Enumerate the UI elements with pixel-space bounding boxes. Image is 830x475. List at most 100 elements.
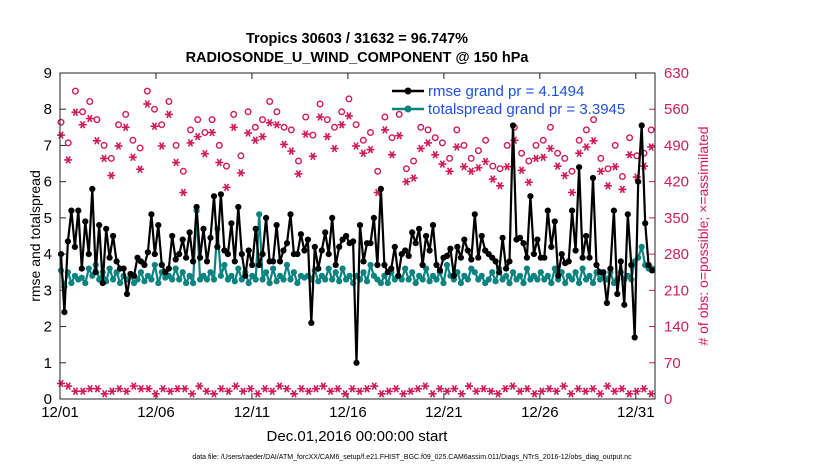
obs-assimilated-point [377, 389, 386, 398]
totalspread-point [325, 265, 332, 272]
obs-assimilated-stroke [604, 382, 611, 390]
obs-possible-point [237, 152, 245, 160]
totalspread-point [509, 269, 517, 276]
obs-possible-point [503, 141, 511, 149]
obs-assimilated-point [452, 143, 461, 151]
totalspread-point [332, 269, 339, 276]
obs-assimilated-point [222, 183, 231, 192]
rmse-point [523, 254, 531, 261]
y-right-tick-label: 490 [664, 137, 689, 154]
obs-assimilated-stroke [546, 384, 552, 393]
rmse-point [624, 211, 631, 218]
obs-assimilated-point [330, 144, 339, 153]
obs-assimilated-stroke [598, 167, 604, 176]
obs-assimilated-stroke [504, 162, 510, 171]
obs-assimilated-point [395, 131, 404, 140]
obs-possible-point [302, 113, 310, 121]
obs-assimilated-stroke [252, 136, 258, 145]
obs-assimilated-point [71, 108, 80, 117]
obs-possible-point [561, 154, 569, 162]
totalspread-point [176, 276, 183, 283]
obs-assimilated-point [316, 113, 325, 121]
obs-assimilated-stroke [109, 387, 115, 396]
obs-assimilated-point [193, 132, 202, 141]
obs-possible-point [611, 141, 619, 149]
totalspread-point [245, 280, 252, 287]
totalspread-point [360, 269, 367, 276]
y-right-tick-label: 420 [664, 174, 689, 191]
rmse-point [593, 261, 600, 269]
rmse-point [635, 178, 642, 185]
rmse-point [649, 267, 656, 274]
obs-assimilated-point [268, 387, 277, 396]
obs-assimilated-point [100, 389, 109, 398]
totalspread-point [548, 280, 555, 287]
obs-assimilated-stroke [204, 387, 210, 396]
chart-title-line2: RADIOSONDE_U_WIND_COMPONENT @ 150 hPa [186, 50, 530, 66]
obs-possible-point [114, 121, 122, 129]
totalspread-point [228, 272, 235, 279]
rmse-point [443, 252, 451, 259]
obs-assimilated-point [326, 387, 335, 396]
obs-assimilated-stroke [590, 384, 596, 393]
rmse-point [96, 222, 103, 229]
obs-assimilated-point [122, 387, 131, 396]
obs-assimilated-point [115, 384, 124, 393]
rmse-point [409, 229, 416, 236]
obs-possible-point [93, 116, 101, 124]
obs-assimilated-stroke [451, 384, 458, 393]
obs-assimilated-point [402, 177, 411, 186]
obs-assimilated-point [164, 110, 173, 119]
obs-assimilated-stroke [349, 384, 356, 393]
obs-assimilated-point [319, 382, 328, 390]
obs-assimilated-point [596, 167, 605, 176]
totalspread-point [179, 269, 186, 276]
totalspread-point [266, 280, 273, 287]
y-right-tick-label: 630 [664, 65, 689, 82]
obs-possible-point [546, 123, 554, 131]
obs-assimilated-point [236, 169, 245, 177]
rmse-point [57, 251, 65, 258]
obs-possible-point [367, 128, 375, 136]
obs-assimilated-point [604, 181, 612, 190]
obs-assimilated-stroke [79, 120, 86, 129]
obs-assimilated-stroke [454, 143, 460, 151]
obs-assimilated-stroke [80, 387, 86, 396]
obs-assimilated-stroke [102, 389, 108, 398]
totalspread-point [638, 243, 645, 250]
rmse-point [555, 272, 562, 279]
y-left-tick-label: 2 [44, 319, 52, 336]
obs-assimilated-stroke [209, 128, 215, 137]
obs-assimilated-point [416, 144, 425, 153]
obs-assimilated-point [474, 163, 483, 172]
obs-possible-point [518, 149, 526, 157]
obs-assimilated-point [85, 114, 94, 123]
obs-assimilated-stroke [145, 384, 152, 393]
totalspread-point [82, 280, 89, 287]
left-axis: 0 1 2 3 4 5 6 7 8 9 [44, 65, 66, 408]
obs-assimilated-stroke [583, 143, 590, 151]
totalspread-point [283, 261, 291, 269]
obs-assimilated-point [173, 384, 182, 393]
obs-possible-point [489, 162, 497, 170]
obs-assimilated-stroke [182, 384, 188, 393]
obs-assimilated-point [460, 162, 468, 171]
obs-assimilated-point [647, 389, 656, 398]
obs-assimilated-stroke [245, 129, 251, 137]
obs-assimilated-point [465, 382, 473, 390]
obs-assimilated-stroke [327, 387, 334, 396]
obs-possible-point [460, 141, 468, 149]
obs-assimilated-stroke [72, 387, 79, 396]
obs-assimilated-point [159, 384, 167, 393]
obs-assimilated-stroke [231, 123, 237, 132]
rmse-point [614, 290, 621, 298]
obs-assimilated-stroke [284, 384, 290, 393]
totalspread-point [190, 280, 197, 287]
rmse-point [155, 222, 162, 229]
totalspread-point [336, 278, 343, 285]
obs-assimilated-stroke [461, 162, 467, 171]
obs-assimilated-point [530, 389, 539, 398]
rmse-point [367, 240, 374, 247]
obs-assimilated-point [457, 389, 466, 398]
